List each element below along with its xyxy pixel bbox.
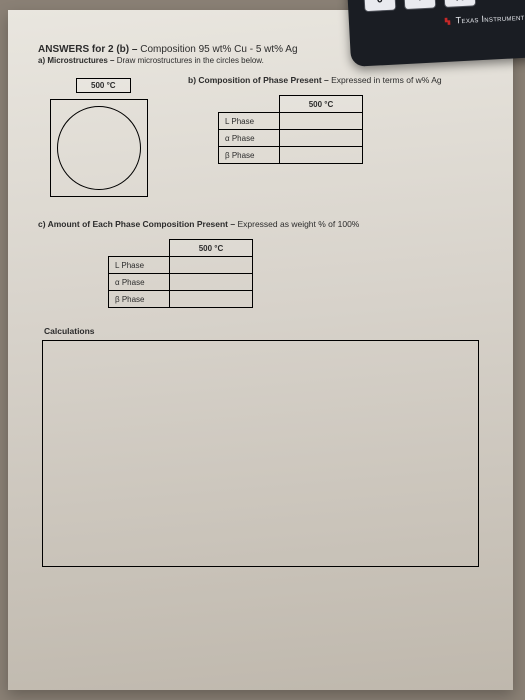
row-value <box>280 130 363 147</box>
calculations-label: Calculations <box>44 326 483 336</box>
row-label: α Phase <box>219 130 280 147</box>
microstructure-column: 500 °C <box>38 75 188 197</box>
part-c-heading: c) Amount of Each Phase Composition Pres… <box>38 219 483 229</box>
table-row: β Phase <box>219 147 363 164</box>
part-c-reg: Expressed as weight % of 100% <box>237 219 359 229</box>
calculations-box <box>42 340 479 567</box>
part-a-bold: a) Microstructures – <box>38 56 117 65</box>
worksheet-paper: ANSWERS for 2 (b) – Composition 95 wt% C… <box>8 10 513 690</box>
table-row: α Phase <box>109 274 253 291</box>
table-row: α Phase <box>219 130 363 147</box>
row-value <box>170 291 253 308</box>
calc-key-0[interactable]: 0 <box>363 0 396 12</box>
table-amount: 500 °C L Phase α Phase β Phase <box>108 239 253 308</box>
calc-key-dot[interactable]: . <box>403 0 436 10</box>
microstructure-circle <box>57 106 141 190</box>
ti-logo-icon <box>442 16 451 25</box>
title-regular: Composition 95 wt% Cu - 5 wt% Ag <box>140 44 297 55</box>
part-c-bold: c) Amount of Each Phase Composition Pres… <box>38 219 237 229</box>
table-row: β Phase <box>109 291 253 308</box>
part-b-heading: b) Composition of Phase Present – Expres… <box>188 75 483 85</box>
row-label: L Phase <box>109 257 170 274</box>
calculator-brand-text: Texas Instruments <box>455 12 525 26</box>
part-a-reg: Draw microstructures in the circles belo… <box>117 56 264 65</box>
row-label: α Phase <box>109 274 170 291</box>
row-value <box>170 257 253 274</box>
table-b-header: 500 °C <box>280 96 363 113</box>
temp-label-a: 500 °C <box>76 78 131 93</box>
microstructure-frame <box>50 99 148 197</box>
table-row: L Phase <box>219 113 363 130</box>
calc-key-neg[interactable]: (-) <box>443 0 476 8</box>
table-row: L Phase <box>109 257 253 274</box>
row-value <box>280 113 363 130</box>
calculator-device: 0 . (-) Texas Instruments <box>347 0 525 67</box>
title-bold: ANSWERS for 2 (b) – <box>38 44 140 55</box>
row-value <box>170 274 253 291</box>
table-composition: 500 °C L Phase α Phase β Phase <box>218 95 363 164</box>
calculator-brand: Texas Instruments <box>442 12 525 27</box>
part-b-bold: b) Composition of Phase Present – <box>188 75 331 85</box>
table-c-header: 500 °C <box>170 240 253 257</box>
row-value <box>280 147 363 164</box>
row-label: β Phase <box>109 291 170 308</box>
part-b-reg: Expressed in terms of w% Ag <box>331 75 442 85</box>
row-label: L Phase <box>219 113 280 130</box>
row-label: β Phase <box>219 147 280 164</box>
